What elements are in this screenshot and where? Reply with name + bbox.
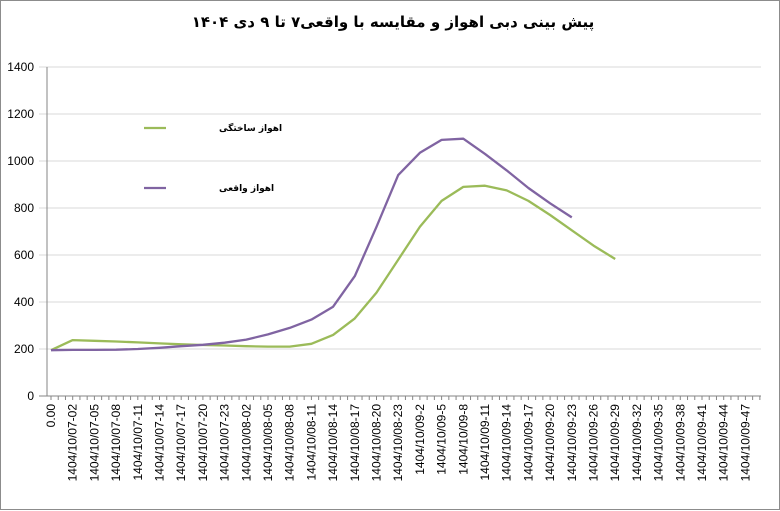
series-line-0 xyxy=(50,184,616,352)
x-tick-label: 1404/10/07-17 xyxy=(174,404,188,482)
x-tick-label: 1404/10/08-11 xyxy=(304,404,318,481)
y-tick-label: 200 xyxy=(14,342,34,356)
x-tick-label: 1404/10/09-44 xyxy=(717,404,731,482)
series-line-1 xyxy=(50,137,573,352)
x-tick-label: 1404/10/09-41 xyxy=(695,404,709,482)
x-tick-label: 1404/10/09-17 xyxy=(521,404,535,482)
x-tick-label: 1404/10/09-23 xyxy=(565,404,579,482)
x-tick-label: 1404/10/08-02 xyxy=(239,404,253,482)
x-tick-label: 1404/10/07-08 xyxy=(109,404,123,482)
x-tick-label: 1404/10/08-20 xyxy=(370,404,384,482)
x-tick-label: 0.00 xyxy=(44,404,58,428)
x-tick-label: 1404/10/07-14 xyxy=(153,404,167,482)
x-tick-label: 1404/10/09-8 xyxy=(456,404,470,475)
x-tick-label: 1404/10/07-20 xyxy=(196,404,210,482)
x-tick-label: 1404/10/09-35 xyxy=(652,404,666,482)
x-tick-label: 1404/10/09-38 xyxy=(673,404,687,482)
y-tick-label: 1000 xyxy=(7,154,34,168)
y-tick-label: 400 xyxy=(14,295,34,309)
x-tick-label: 1404/10/09-47 xyxy=(738,404,752,482)
x-tick-label: 1404/10/09-20 xyxy=(543,404,557,482)
x-tick-label: 1404/10/08-23 xyxy=(391,404,405,482)
y-tick-label: 0 xyxy=(27,389,34,403)
x-tick-label: 1404/10/09-5 xyxy=(435,404,449,475)
x-tick-label: 1404/10/07-11 xyxy=(131,404,145,481)
x-tick-label: 1404/10/07-05 xyxy=(87,404,101,482)
x-tick-label: 1404/10/08-05 xyxy=(261,404,275,482)
x-tick-label: 1404/10/07-02 xyxy=(66,404,80,482)
legend-label: اهواز واقعی xyxy=(219,184,274,194)
x-tick-label: 1404/10/09-26 xyxy=(587,404,601,482)
x-tick-label: 1404/10/09-2 xyxy=(413,404,427,475)
legend-label: اهواز ساختگی xyxy=(219,122,282,134)
y-tick-label: 800 xyxy=(14,201,34,215)
x-tick-label: 1404/10/08-08 xyxy=(283,404,297,482)
chart-title: پیش بینی دبی اهواز و مقایسه با واقعی۷ تا… xyxy=(192,13,595,32)
y-tick-label: 1200 xyxy=(7,107,34,121)
x-tick-label: 1404/10/08-14 xyxy=(326,404,340,482)
x-tick-label: 1404/10/08-17 xyxy=(348,404,362,482)
x-tick-label: 1404/10/07-23 xyxy=(218,404,232,482)
x-tick-label: 1404/10/09-14 xyxy=(500,404,514,482)
y-tick-label: 1400 xyxy=(7,60,34,74)
x-tick-label: 1404/10/09-32 xyxy=(630,404,644,482)
y-tick-label: 600 xyxy=(14,248,34,262)
x-tick-label: 1404/10/09-11 xyxy=(478,404,492,481)
x-tick-label: 1404/10/09-29 xyxy=(608,404,622,482)
